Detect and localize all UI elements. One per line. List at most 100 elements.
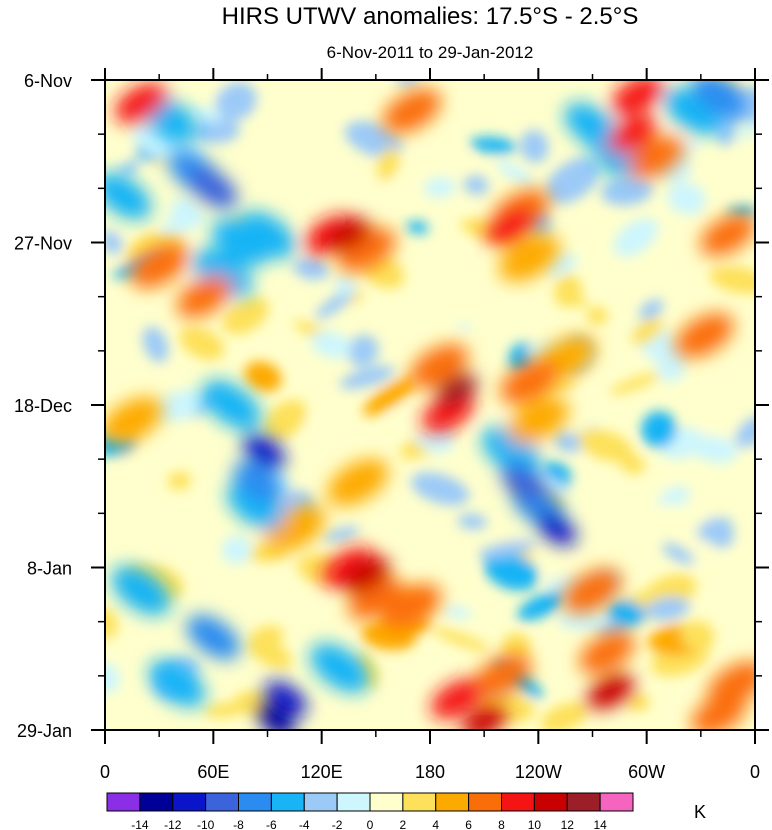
background-anomaly xyxy=(457,513,488,530)
background-anomaly xyxy=(667,182,706,215)
colorbar-tick-label: -10 xyxy=(197,818,215,830)
background-anomaly xyxy=(496,159,536,188)
background-anomaly xyxy=(376,147,400,182)
background-anomaly xyxy=(734,415,755,448)
colorbar-swatch xyxy=(501,792,535,812)
background-anomaly xyxy=(406,220,429,234)
anomaly-feature xyxy=(382,88,442,134)
y-tick-label: 6-Nov xyxy=(24,71,72,91)
background-anomaly xyxy=(520,129,549,163)
anomaly-feature xyxy=(628,136,684,179)
anomaly-feature xyxy=(691,693,747,730)
x-axis: 0 60E 120E 180 120W 60W 0 xyxy=(100,68,760,782)
background-anomaly xyxy=(262,399,308,441)
y-tick-label: 8-Jan xyxy=(27,559,72,579)
anomaly-feature xyxy=(611,80,664,116)
background-anomaly xyxy=(293,257,330,280)
background-anomaly xyxy=(696,517,733,542)
anomaly-feature xyxy=(327,458,389,506)
background-anomaly xyxy=(600,177,653,206)
x-tick-label: 0 xyxy=(100,762,110,782)
background-anomaly xyxy=(655,504,712,527)
anomaly-feature xyxy=(564,102,621,150)
background-anomaly xyxy=(187,107,224,122)
x-tick-label: 120E xyxy=(301,762,343,782)
background-anomaly xyxy=(247,637,293,669)
background-anomaly xyxy=(423,177,456,198)
background-anomaly xyxy=(656,353,686,382)
colorbar-tick-label: 12 xyxy=(561,818,575,830)
background-anomaly xyxy=(439,151,471,173)
background-anomaly xyxy=(517,591,566,621)
anomaly-feature xyxy=(436,373,478,406)
anomaly-feature xyxy=(343,557,391,594)
background-anomaly xyxy=(607,503,658,545)
background-anomaly xyxy=(662,543,695,565)
background-anomaly xyxy=(590,502,622,536)
background-anomaly xyxy=(641,411,677,448)
background-anomaly xyxy=(483,551,539,591)
anomaly-feature xyxy=(176,275,232,318)
colorbar-swatch xyxy=(106,792,141,812)
anomaly-feature xyxy=(486,208,537,246)
background-anomaly xyxy=(557,610,611,631)
anomaly-feature xyxy=(239,211,296,259)
anomaly-feature xyxy=(462,705,507,730)
background-anomaly xyxy=(608,372,662,395)
colorbar-swatch xyxy=(336,792,371,812)
anomaly-feature xyxy=(186,614,241,660)
colorbar-tick-label: -8 xyxy=(233,818,244,830)
background-anomaly xyxy=(654,243,692,269)
anomaly-features xyxy=(105,80,755,730)
colorbar-swatch xyxy=(139,792,174,812)
background-anomaly xyxy=(432,627,490,652)
background-anomaly xyxy=(131,124,189,162)
anomaly-feature xyxy=(498,234,560,282)
colorbar-swatch xyxy=(566,792,601,812)
background-anomaly xyxy=(191,117,240,144)
colorbar-swatch xyxy=(172,792,207,812)
background-anomaly xyxy=(567,295,588,308)
colorbar-swatch xyxy=(402,792,437,812)
background-anomaly xyxy=(577,428,634,463)
background-anomaly xyxy=(362,377,417,417)
x-tick-label: 0 xyxy=(750,762,760,782)
background-anomaly xyxy=(315,288,356,320)
colorbar-swatch xyxy=(238,792,272,812)
colorbar-tick-label: -4 xyxy=(299,818,310,830)
background-anomaly xyxy=(222,297,269,335)
background-anomaly xyxy=(639,299,664,321)
anomaly-feature xyxy=(111,565,171,616)
background-anomaly xyxy=(501,632,531,661)
anomaly-feature xyxy=(675,313,734,358)
colorbar: -14 -12 -10 -8 -6 -4 -2 0 2 4 6 8 10 12 14 xyxy=(106,792,634,830)
anomaly-feature xyxy=(700,213,755,257)
colorbar-tick-label: 4 xyxy=(432,818,439,830)
background-anomaly xyxy=(347,334,379,367)
colorbar-swatch xyxy=(435,792,470,812)
anomaly-feature xyxy=(587,673,634,710)
background-anomaly xyxy=(540,702,588,730)
anomaly-feature xyxy=(105,397,163,444)
anomaly-feature xyxy=(264,681,307,717)
anomaly-feature xyxy=(149,660,206,708)
background-anomaly xyxy=(118,159,140,178)
anomaly-feature xyxy=(692,80,746,118)
anomaly-feature xyxy=(242,433,286,470)
x-tick-label: 60W xyxy=(628,762,665,782)
background-anomaly xyxy=(470,136,517,154)
anomaly-feature xyxy=(607,115,657,154)
background-anomaly xyxy=(167,471,192,490)
background-anomaly xyxy=(631,317,663,346)
x-tick-label: 180 xyxy=(415,762,445,782)
background-anomaly xyxy=(153,389,204,422)
colorbar-tick-label: 2 xyxy=(400,818,407,830)
background-anomaly xyxy=(335,80,391,108)
x-tick-label: 60E xyxy=(197,762,229,782)
x-tick-label: 120W xyxy=(515,762,562,782)
y-axis: 6-Nov 27-Nov 18-Dec 8-Jan 29-Jan xyxy=(14,71,769,741)
anomaly-feature xyxy=(114,83,168,124)
background-anomaly xyxy=(334,274,356,296)
background-anomaly xyxy=(645,596,690,621)
background-anomaly xyxy=(463,175,489,195)
